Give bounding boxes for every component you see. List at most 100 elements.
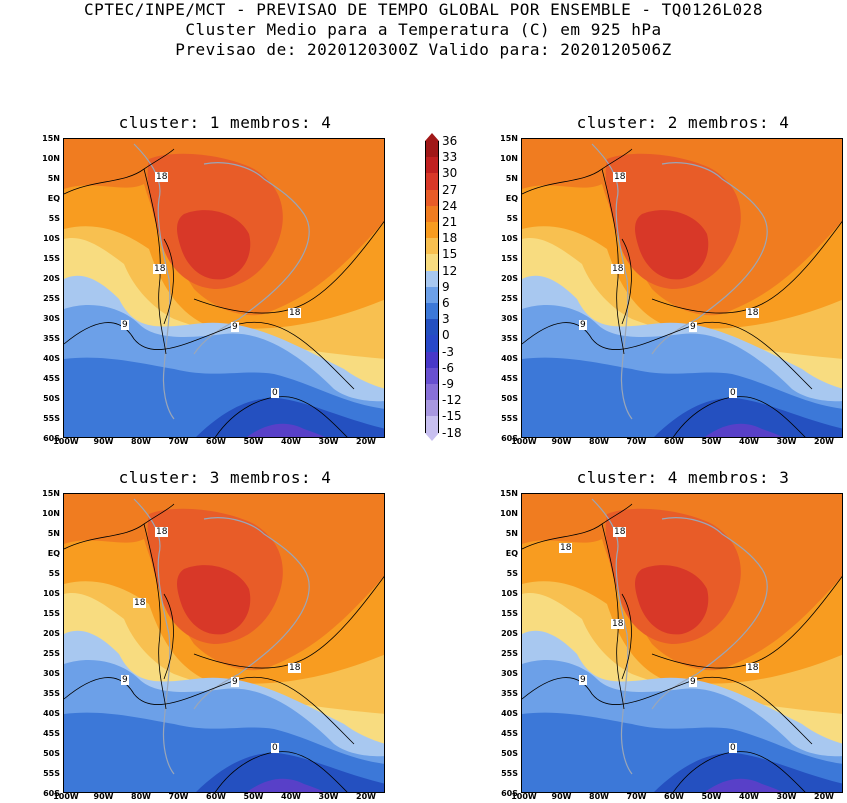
contour-label: 18 [288, 663, 302, 673]
temp-band-10 [635, 210, 709, 280]
lat-tick-label: 10N [500, 154, 518, 163]
colorbar-segment [425, 270, 439, 287]
colorbar-tick-label: 12 [442, 263, 458, 278]
lon-tick-label: 100W [53, 792, 79, 801]
lon-tick-label: 80W [589, 792, 609, 801]
map-panel-3 [63, 493, 385, 793]
contour-label: 0 [729, 743, 737, 753]
colorbar-segment [425, 335, 439, 352]
lon-tick-label: 20W [814, 437, 834, 446]
lon-tick-label: 90W [551, 437, 572, 446]
contour-label: 9 [579, 675, 587, 685]
colorbar-tick-label: 6 [442, 296, 450, 310]
lon-tick-label: 20W [356, 437, 376, 446]
lon-tick-label: 30W [318, 437, 339, 446]
lat-tick-label: 55S [501, 769, 518, 778]
lat-tick-label: 5N [47, 529, 60, 538]
lon-tick-label: 50W [701, 792, 722, 801]
lat-tick-label: 35S [501, 689, 518, 698]
lat-tick-label: 10S [501, 234, 518, 243]
lat-tick-label: 5S [506, 569, 518, 578]
lon-tick-label: 100W [53, 437, 79, 446]
lat-tick-label: 15S [501, 609, 518, 618]
temp-band-8 [246, 423, 325, 437]
colorbar-bottom-arrow [425, 432, 439, 441]
contour-line-4 [672, 396, 806, 437]
colorbar-segment [425, 416, 439, 433]
contour-line-2 [193, 221, 384, 314]
lat-tick-label: 55S [501, 414, 518, 423]
colorbar-segment [425, 351, 439, 368]
lat-tick-label: 5N [47, 174, 60, 183]
panel-3-title: cluster: 3 membros: 4 [118, 468, 332, 487]
temp-band-10 [635, 565, 709, 635]
lon-tick-label: 40W [281, 792, 301, 801]
colorbar-tick-label: 0 [442, 328, 450, 343]
colorbar-tick-label: 36 [442, 134, 458, 148]
lat-tick-label: 10S [43, 234, 60, 243]
colorbar-tick-label: 15 [442, 247, 458, 262]
colorbar-tick-label: -6 [442, 360, 454, 375]
lat-tick-label: 45S [43, 729, 60, 738]
lat-tick-label: 55S [43, 769, 60, 778]
lat-tick-label: 15N [42, 489, 60, 498]
lat-tick-label: EQ [47, 194, 60, 203]
colorbar-tick-label: -12 [442, 393, 462, 408]
lat-tick-label: 25S [501, 294, 518, 303]
map-panel-1 [63, 138, 385, 438]
contour-label: 18 [288, 308, 302, 318]
lat-tick-label: 60S [501, 789, 518, 798]
lat-tick-label: 30S [501, 314, 518, 323]
panel-2-title: cluster: 2 membros: 4 [576, 113, 790, 132]
lon-tick-label: 50W [701, 437, 722, 446]
colorbar-tick-label: 33 [442, 150, 458, 165]
lon-tick-label: 80W [131, 437, 151, 446]
lon-tick-label: 60W [206, 792, 226, 801]
lat-tick-label: 5S [506, 214, 518, 223]
lat-tick-label: 60S [501, 434, 518, 443]
contour-line-1 [143, 168, 167, 355]
contour-line-3 [64, 677, 355, 745]
lat-tick-label: EQ [505, 194, 518, 203]
colorbar-tick-label: -18 [442, 425, 462, 440]
map-panel-4 [521, 493, 843, 793]
lat-tick-label: 20S [501, 274, 518, 283]
lat-tick-label: 10N [42, 509, 60, 518]
colorbar-segment [425, 238, 439, 255]
lon-tick-label: 70W [168, 437, 189, 446]
contour-line-2 [651, 221, 842, 314]
contour-label: 18 [153, 264, 167, 274]
contour-label: 0 [271, 743, 279, 753]
lon-tick-label: 30W [776, 792, 797, 801]
map-1-svg [64, 139, 384, 437]
colorbar-tick-label: 3 [442, 312, 450, 327]
contour-label: 18 [559, 543, 573, 553]
colorbar-tick-label: -9 [442, 377, 454, 391]
contour-label: 9 [689, 322, 697, 332]
lon-tick-label: 20W [814, 792, 834, 801]
lat-tick-label: 40S [501, 354, 518, 363]
lat-tick-label: 55S [43, 414, 60, 423]
colorbar-segment [425, 205, 439, 222]
colorbar-segment [425, 173, 439, 190]
coastline [591, 143, 768, 420]
lon-tick-label: 70W [626, 437, 647, 446]
contour-label: 9 [689, 677, 697, 687]
lat-tick-label: 40S [43, 709, 60, 718]
colorbar-segment [425, 319, 439, 336]
lon-tick-label: 60W [664, 437, 684, 446]
colorbar-segment [425, 189, 439, 206]
contour-label: 18 [155, 172, 169, 182]
colorbar-tick-label: 27 [442, 182, 458, 197]
contour-label: 18 [746, 663, 760, 673]
colorbar-segment [425, 222, 439, 239]
map-panel-2 [521, 138, 843, 438]
lon-tick-label: 30W [776, 437, 797, 446]
subtitle-variable: Cluster Medio para a Temperatura (C) em … [185, 20, 662, 39]
coastline [591, 498, 768, 775]
coastline [133, 498, 310, 775]
lat-tick-label: 30S [43, 669, 60, 678]
contour-line-2 [651, 576, 842, 669]
coastline [133, 143, 310, 420]
lat-tick-label: EQ [505, 549, 518, 558]
